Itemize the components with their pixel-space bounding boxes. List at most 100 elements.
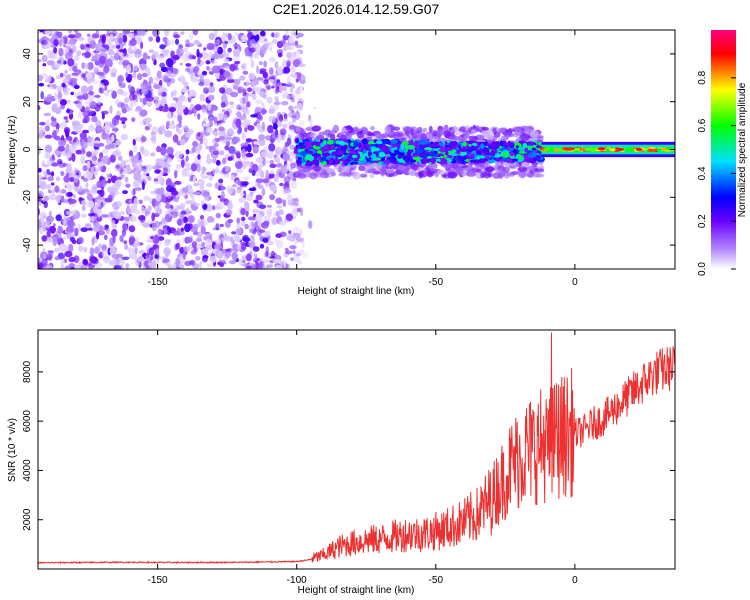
noise-speckle <box>282 37 287 44</box>
noise-speckle <box>159 44 166 50</box>
noise-speckle <box>54 185 60 193</box>
noise-speckle <box>94 94 101 98</box>
noise-speckle <box>189 31 194 41</box>
noise-speckle <box>262 259 270 263</box>
noise-speckle <box>135 105 142 112</box>
noise-speckle <box>282 93 286 99</box>
noise-speckle <box>273 101 281 106</box>
noise-speckle <box>149 255 154 261</box>
noise-speckle <box>94 149 99 155</box>
noise-speckle <box>193 113 198 117</box>
y-tick-label: -20 <box>22 190 33 205</box>
noise-speckle <box>278 209 284 216</box>
band-halo-speckle <box>471 129 477 134</box>
noise-speckle <box>45 220 51 229</box>
band-halo-speckle <box>311 125 321 132</box>
noise-speckle <box>187 210 192 214</box>
band-speckle <box>296 160 303 164</box>
noise-speckle <box>101 148 109 154</box>
noise-speckle <box>140 206 145 214</box>
noise-speckle <box>266 236 271 240</box>
band-halo-speckle <box>532 170 541 178</box>
noise-speckle <box>145 85 152 90</box>
noise-speckle <box>175 257 181 267</box>
noise-speckle <box>58 162 66 168</box>
noise-speckle <box>312 106 317 110</box>
noise-speckle <box>246 143 252 153</box>
noise-speckle <box>126 184 130 188</box>
noise-speckle <box>296 50 301 58</box>
band-speckle <box>493 141 498 145</box>
noise-speckle <box>87 62 94 70</box>
noise-speckle <box>225 248 231 252</box>
noise-speckle <box>67 191 73 197</box>
noise-speckle <box>284 141 290 148</box>
noise-speckle <box>191 146 196 153</box>
noise-speckle <box>207 263 214 268</box>
noise-speckle <box>226 185 234 195</box>
noise-speckle <box>53 149 61 156</box>
noise-speckle <box>200 248 209 257</box>
band-halo-speckle <box>368 168 376 173</box>
noise-speckle <box>115 179 122 188</box>
noise-speckle <box>283 176 291 183</box>
noise-speckle <box>177 114 183 122</box>
band-speckle <box>430 159 436 163</box>
noise-speckle <box>107 186 114 193</box>
band-speckle <box>462 141 468 147</box>
noise-speckle <box>218 135 225 141</box>
noise-speckle <box>141 181 145 191</box>
noise-speckle <box>148 49 154 53</box>
noise-speckle <box>101 34 107 43</box>
noise-speckle <box>100 227 105 231</box>
band-speckle <box>381 145 390 152</box>
noise-speckle <box>208 94 215 101</box>
noise-speckle <box>186 191 193 195</box>
noise-speckle <box>273 123 278 130</box>
noise-speckle <box>102 68 109 75</box>
band-speckle <box>494 143 500 149</box>
noise-speckle <box>167 264 173 269</box>
noise-speckle <box>98 87 103 94</box>
noise-speckle <box>197 218 201 228</box>
noise-speckle <box>291 55 296 61</box>
noise-speckle <box>251 30 260 36</box>
noise-speckle <box>45 264 53 269</box>
noise-speckle <box>202 70 207 76</box>
noise-speckle <box>269 46 273 52</box>
band-speckle <box>398 147 407 153</box>
band-speckle <box>322 148 329 152</box>
band-speckle <box>295 137 300 144</box>
noise-speckle <box>155 158 163 166</box>
spectrogram-y-label: Frequency (Hz) <box>7 116 18 185</box>
noise-speckle <box>246 194 253 202</box>
noise-speckle <box>206 182 213 188</box>
noise-speckle <box>90 124 94 128</box>
noise-speckle <box>98 55 107 64</box>
noise-speckle <box>258 138 266 147</box>
noise-speckle <box>286 193 293 203</box>
noise-speckle <box>153 178 158 182</box>
band-halo-speckle <box>302 167 311 173</box>
band-speckle <box>355 153 361 160</box>
noise-speckle <box>271 217 278 226</box>
noise-speckle <box>104 234 108 241</box>
noise-speckle <box>168 208 173 217</box>
noise-speckle <box>164 130 173 138</box>
noise-speckle <box>165 66 174 74</box>
noise-speckle <box>67 58 75 67</box>
noise-speckle <box>120 117 128 122</box>
noise-speckle <box>120 133 129 141</box>
noise-speckle <box>164 40 168 47</box>
noise-speckle <box>42 63 47 67</box>
noise-speckle <box>299 228 303 236</box>
noise-speckle <box>223 70 231 78</box>
noise-speckle <box>254 47 258 52</box>
noise-speckle <box>87 33 91 37</box>
noise-speckle <box>94 247 100 254</box>
noise-speckle <box>44 151 51 157</box>
noise-speckle <box>241 88 247 94</box>
noise-speckle <box>152 235 160 244</box>
band-speckle <box>531 147 536 151</box>
